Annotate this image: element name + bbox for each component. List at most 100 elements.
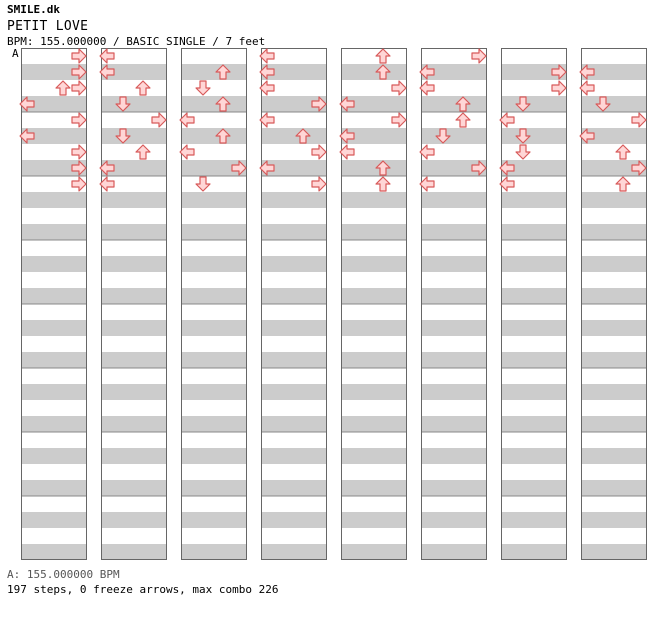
- beat-stripe: [421, 224, 487, 240]
- beat-stripe: [501, 304, 567, 320]
- step-arrow-left: [419, 144, 435, 160]
- beat-stripe: [501, 224, 567, 240]
- step-arrow-left: [419, 80, 435, 96]
- beat-stripe: [501, 336, 567, 352]
- step-arrow-down: [195, 176, 211, 192]
- beat-stripe: [181, 144, 247, 160]
- beat-stripe: [501, 544, 567, 560]
- beat-stripe: [421, 432, 487, 448]
- song-title: PETIT LOVE: [7, 19, 89, 34]
- beat-stripe: [181, 176, 247, 192]
- chart-column-frame: [101, 48, 167, 560]
- beat-stripe: [21, 480, 87, 496]
- beat-stripe: [261, 496, 327, 512]
- beat-stripe: [501, 64, 567, 80]
- beat-stripe: [261, 208, 327, 224]
- beat-stripe: [21, 272, 87, 288]
- beat-stripe: [21, 336, 87, 352]
- beat-stripe: [21, 96, 87, 112]
- beat-stripe: [101, 160, 167, 176]
- beat-stripe: [21, 176, 87, 192]
- step-arrow-right: [71, 64, 87, 80]
- beat-stripe: [421, 464, 487, 480]
- step-arrow-left: [99, 176, 115, 192]
- beat-stripe: [261, 144, 327, 160]
- beat-stripe: [101, 448, 167, 464]
- beat-stripe: [581, 512, 647, 528]
- step-arrow-left: [339, 144, 355, 160]
- beat-stripe: [501, 448, 567, 464]
- chart-column-frame: [581, 48, 647, 560]
- beat-stripe: [261, 480, 327, 496]
- beat-stripe: [581, 336, 647, 352]
- beat-stripe: [421, 160, 487, 176]
- beat-stripe: [181, 224, 247, 240]
- beat-stripe: [421, 528, 487, 544]
- beat-stripe: [261, 192, 327, 208]
- beat-stripe: [581, 288, 647, 304]
- step-arrow-up: [455, 96, 471, 112]
- step-arrow-up: [615, 144, 631, 160]
- beat-stripe: [581, 544, 647, 560]
- beat-stripe: [101, 144, 167, 160]
- beat-stripe: [421, 192, 487, 208]
- beat-stripe: [501, 80, 567, 96]
- beat-stripe: [181, 496, 247, 512]
- beat-stripe: [421, 544, 487, 560]
- beat-stripe: [181, 336, 247, 352]
- beat-stripe: [261, 464, 327, 480]
- beat-stripe: [21, 256, 87, 272]
- beat-stripe: [101, 80, 167, 96]
- beat-stripe: [181, 304, 247, 320]
- beat-stripe: [261, 512, 327, 528]
- beat-stripe: [581, 480, 647, 496]
- beat-stripe: [261, 544, 327, 560]
- beat-stripe: [261, 176, 327, 192]
- step-arrow-left: [99, 64, 115, 80]
- beat-stripe: [181, 544, 247, 560]
- beat-stripe: [421, 416, 487, 432]
- beat-stripe: [261, 64, 327, 80]
- step-arrow-left: [579, 128, 595, 144]
- beat-stripe: [421, 384, 487, 400]
- beat-stripe: [581, 256, 647, 272]
- beat-stripe: [501, 208, 567, 224]
- step-arrow-right: [631, 160, 647, 176]
- beat-stripe: [181, 80, 247, 96]
- beat-stripe: [261, 48, 327, 64]
- step-arrow-up: [375, 64, 391, 80]
- step-arrow-left: [19, 96, 35, 112]
- beat-stripe: [501, 128, 567, 144]
- step-arrow-up: [375, 160, 391, 176]
- step-arrow-up: [55, 80, 71, 96]
- bpm-marker: A: [12, 47, 19, 60]
- beat-stripe: [341, 512, 407, 528]
- beat-stripe: [341, 320, 407, 336]
- beat-stripe: [261, 416, 327, 432]
- beat-stripe: [501, 352, 567, 368]
- beat-stripe: [581, 64, 647, 80]
- beat-stripe: [501, 240, 567, 256]
- beat-stripe: [421, 144, 487, 160]
- step-arrow-left: [259, 112, 275, 128]
- beat-stripe: [261, 448, 327, 464]
- beat-stripe: [261, 400, 327, 416]
- beat-stripe: [21, 288, 87, 304]
- step-arrow-left: [179, 112, 195, 128]
- step-arrow-up: [375, 176, 391, 192]
- beat-stripe: [421, 128, 487, 144]
- beat-stripe: [421, 208, 487, 224]
- beat-stripe: [501, 160, 567, 176]
- beat-stripe: [181, 112, 247, 128]
- beat-stripe: [421, 240, 487, 256]
- beat-stripe: [501, 480, 567, 496]
- step-arrow-left: [499, 176, 515, 192]
- step-arrow-right: [311, 176, 327, 192]
- step-arrow-left: [259, 64, 275, 80]
- beat-stripe: [421, 304, 487, 320]
- step-arrow-down: [435, 128, 451, 144]
- beat-stripe: [501, 176, 567, 192]
- beat-stripe: [101, 320, 167, 336]
- beat-stripe: [421, 336, 487, 352]
